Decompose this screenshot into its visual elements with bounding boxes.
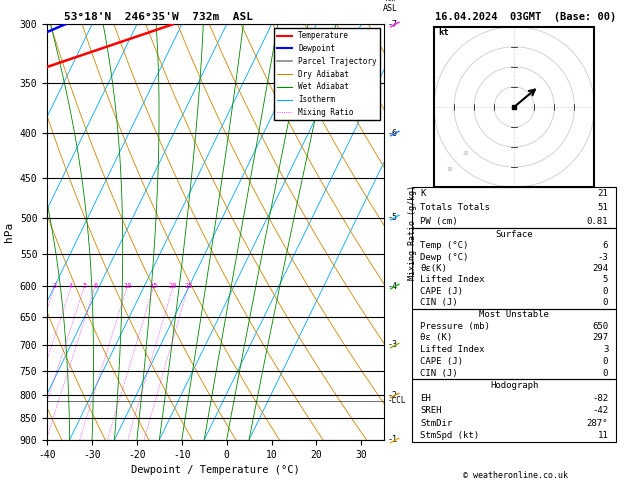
Text: Dewp (°C): Dewp (°C): [420, 253, 469, 261]
Text: StmSpd (kt): StmSpd (kt): [420, 432, 479, 440]
Text: 21: 21: [598, 190, 608, 198]
Text: /: /: [387, 434, 400, 446]
Text: 6: 6: [603, 241, 608, 250]
Text: 25: 25: [184, 283, 192, 290]
Text: 10: 10: [123, 283, 131, 290]
Text: 294: 294: [592, 264, 608, 273]
Text: 10: 10: [446, 167, 452, 172]
Text: PW (cm): PW (cm): [420, 217, 458, 226]
Text: Pressure (mb): Pressure (mb): [420, 322, 490, 331]
Text: Lifted Index: Lifted Index: [420, 345, 485, 354]
Text: 20: 20: [462, 151, 469, 156]
Text: 287°: 287°: [587, 419, 608, 428]
Text: 51: 51: [598, 203, 608, 212]
Text: /: /: [387, 18, 400, 31]
Text: 15: 15: [150, 283, 158, 290]
Text: -42: -42: [592, 406, 608, 415]
Text: 16.04.2024  03GMT  (Base: 00): 16.04.2024 03GMT (Base: 00): [435, 12, 616, 22]
Y-axis label: hPa: hPa: [4, 222, 14, 242]
Text: /: /: [387, 211, 400, 224]
Text: 5: 5: [82, 283, 86, 290]
Text: -6: -6: [387, 129, 398, 138]
Text: /: /: [387, 127, 400, 139]
Text: Mixing Ratio (g/kg): Mixing Ratio (g/kg): [408, 185, 418, 279]
Text: 5: 5: [603, 276, 608, 284]
Text: -5: -5: [387, 213, 398, 222]
Text: 4: 4: [69, 283, 74, 290]
Text: -1: -1: [387, 435, 398, 444]
Text: 6: 6: [93, 283, 97, 290]
Text: 3: 3: [603, 345, 608, 354]
Text: CAPE (J): CAPE (J): [420, 357, 463, 366]
Text: -3: -3: [598, 253, 608, 261]
Text: -7: -7: [387, 20, 398, 29]
Text: 0.81: 0.81: [587, 217, 608, 226]
Text: 0: 0: [603, 357, 608, 366]
Text: SREH: SREH: [420, 406, 442, 415]
Text: θε (K): θε (K): [420, 333, 452, 343]
Text: 650: 650: [592, 322, 608, 331]
Text: © weatheronline.co.uk: © weatheronline.co.uk: [464, 471, 568, 480]
Text: 20: 20: [169, 283, 177, 290]
Text: /: /: [387, 280, 400, 293]
Text: 0: 0: [603, 298, 608, 307]
Text: -4: -4: [387, 282, 398, 291]
Text: 53°18'N  246°35'W  732m  ASL: 53°18'N 246°35'W 732m ASL: [64, 12, 253, 22]
Text: CIN (J): CIN (J): [420, 369, 458, 378]
Legend: Temperature, Dewpoint, Parcel Trajectory, Dry Adiabat, Wet Adiabat, Isotherm, Mi: Temperature, Dewpoint, Parcel Trajectory…: [274, 28, 380, 120]
Text: km
ASL: km ASL: [383, 0, 398, 13]
Text: /: /: [387, 389, 400, 401]
Text: EH: EH: [420, 394, 431, 402]
Text: -LCL: -LCL: [387, 397, 406, 405]
Text: -3: -3: [387, 340, 398, 349]
Text: Totals Totals: Totals Totals: [420, 203, 490, 212]
Text: Lifted Index: Lifted Index: [420, 276, 485, 284]
Text: 11: 11: [598, 432, 608, 440]
Text: Hodograph: Hodograph: [490, 381, 538, 390]
Text: /: /: [387, 339, 400, 351]
Text: Temp (°C): Temp (°C): [420, 241, 469, 250]
Text: CAPE (J): CAPE (J): [420, 287, 463, 296]
X-axis label: Dewpoint / Temperature (°C): Dewpoint / Temperature (°C): [131, 465, 300, 475]
Text: 3: 3: [52, 283, 57, 290]
Text: Surface: Surface: [496, 230, 533, 239]
Text: CIN (J): CIN (J): [420, 298, 458, 307]
Text: -82: -82: [592, 394, 608, 402]
Text: K: K: [420, 190, 426, 198]
Text: 0: 0: [603, 369, 608, 378]
Text: 297: 297: [592, 333, 608, 343]
Text: -2: -2: [387, 391, 398, 400]
Text: Most Unstable: Most Unstable: [479, 310, 549, 319]
Text: 0: 0: [603, 287, 608, 296]
Text: StmDir: StmDir: [420, 419, 452, 428]
Text: θε(K): θε(K): [420, 264, 447, 273]
Text: kt: kt: [438, 28, 448, 37]
